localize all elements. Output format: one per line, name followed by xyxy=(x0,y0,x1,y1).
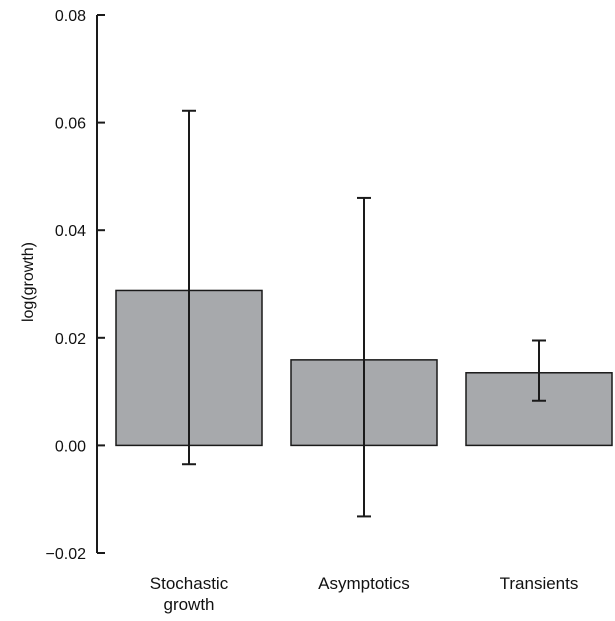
x-category-label: Transients xyxy=(500,574,579,593)
y-tick-label: 0.08 xyxy=(55,8,86,25)
y-tick-label: 0.04 xyxy=(55,223,86,240)
y-tick-label: −0.02 xyxy=(46,546,87,563)
y-tick-label: 0.06 xyxy=(55,116,86,133)
y-tick-label: 0.00 xyxy=(55,438,86,455)
error-bars xyxy=(182,109,546,518)
x-category-label: Stochastic growth xyxy=(150,574,229,614)
y-axis-title: log(growth) xyxy=(20,242,37,322)
x-category-label: Asymptotics xyxy=(318,574,410,593)
y-tick-label: 0.02 xyxy=(55,331,86,348)
y-axis: −0.02 0.00 0.02 0.04 0.06 0.08 xyxy=(46,8,105,563)
x-axis-labels: Stochastic growth Asymptotics Transients xyxy=(150,574,579,614)
